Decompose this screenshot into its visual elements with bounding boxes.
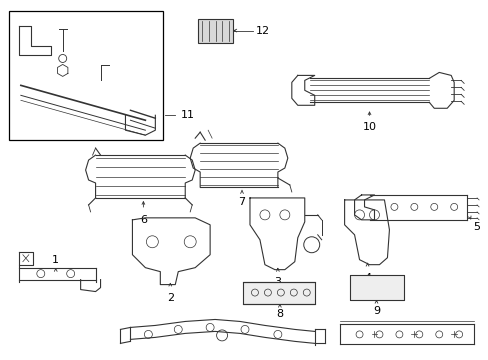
Text: 6: 6	[140, 215, 146, 225]
Bar	[349, 275, 404, 300]
Text: 8: 8	[276, 310, 283, 319]
Text: 5: 5	[473, 222, 480, 232]
Bar	[243, 282, 314, 303]
Text: 7: 7	[238, 197, 245, 207]
Text: 1: 1	[52, 255, 59, 265]
Text: 9: 9	[372, 306, 379, 316]
Text: 10: 10	[362, 122, 376, 132]
Bar	[198, 19, 233, 42]
Text: 11: 11	[181, 110, 195, 120]
Text: 12: 12	[255, 26, 269, 36]
Text: 2: 2	[166, 293, 174, 302]
Text: 4: 4	[363, 273, 370, 283]
Bar	[9, 11, 163, 140]
Text: 3: 3	[274, 276, 281, 287]
